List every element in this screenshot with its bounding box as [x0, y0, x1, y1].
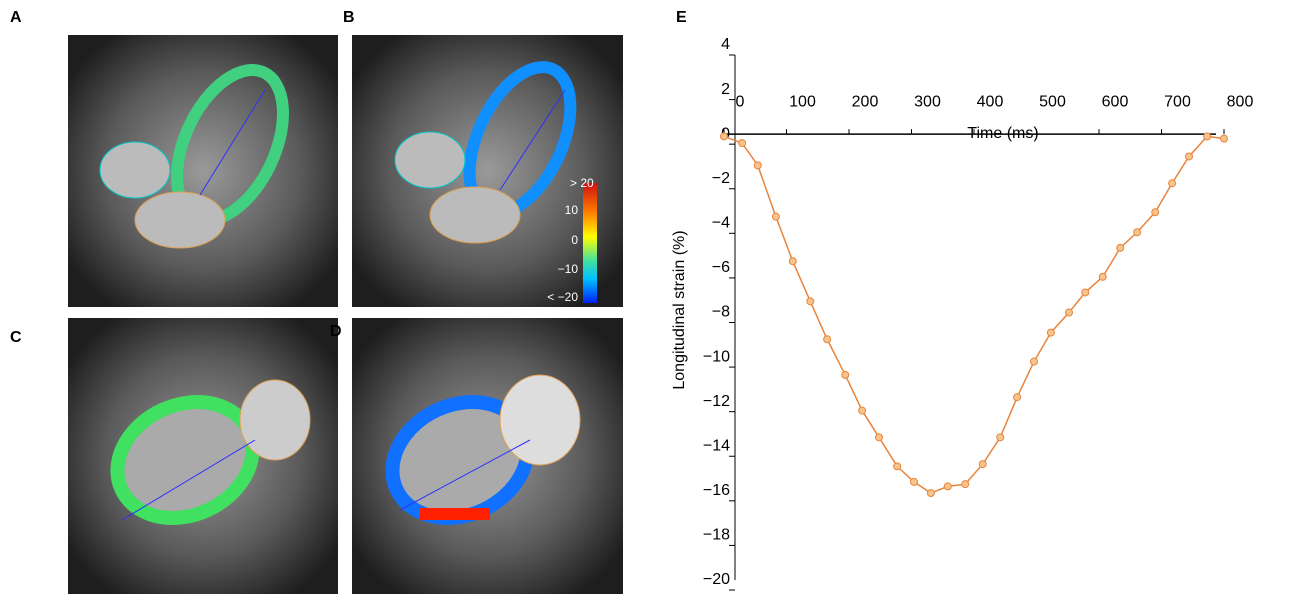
y-tick-label: −4: [712, 215, 730, 232]
point: [1185, 152, 1193, 161]
point: [841, 370, 850, 379]
point: [1220, 134, 1228, 143]
point: [1168, 179, 1177, 188]
y-tick-label: −2: [712, 170, 730, 187]
x-tick-label: 800: [1227, 93, 1254, 110]
y-tick-label: −16: [703, 482, 730, 499]
x-tick-label: 200: [852, 93, 879, 110]
point: [943, 482, 952, 491]
point: [858, 406, 867, 415]
point: [1030, 357, 1038, 366]
point: [823, 335, 832, 344]
y-tick-label: −8: [712, 304, 730, 321]
point: [1013, 393, 1022, 402]
point: [788, 257, 797, 266]
colorbar-label: > 20: [570, 176, 594, 190]
point: [978, 460, 987, 469]
point: [875, 433, 883, 442]
point: [1046, 328, 1055, 337]
mri-image: [352, 318, 623, 594]
point: [806, 297, 815, 306]
x-tick-label: 700: [1164, 93, 1191, 110]
point: [910, 477, 918, 486]
point: [753, 161, 762, 170]
point: [1116, 243, 1125, 252]
point: [1065, 308, 1073, 317]
point: [961, 480, 970, 489]
panel-label: A: [10, 9, 22, 26]
point: [1203, 132, 1212, 141]
point: [1133, 228, 1142, 237]
colorbar-label: 0: [571, 233, 578, 247]
point: [893, 462, 902, 471]
mri-image: [352, 35, 623, 307]
panel-label: B: [343, 9, 355, 26]
y-tick-label: −14: [703, 437, 730, 454]
point: [738, 139, 747, 148]
point: [926, 489, 935, 498]
y-tick-label: −20: [703, 571, 730, 588]
x-tick-label: 300: [914, 93, 941, 110]
point: [771, 212, 780, 221]
mri-image: [68, 318, 338, 594]
point: [720, 132, 728, 141]
point: [1081, 288, 1090, 297]
point: [996, 433, 1005, 442]
x-tick-label: 500: [1039, 93, 1066, 110]
panel-label: E: [676, 9, 687, 26]
line: [723, 135, 1225, 494]
x-tick-label: 100: [789, 93, 816, 110]
x-tick-label: 600: [1102, 93, 1129, 110]
mri-image: [68, 35, 338, 307]
point: [1098, 272, 1107, 281]
y-tick-label: 2: [721, 81, 730, 98]
colorbar-label: −10: [558, 262, 579, 276]
point: [1151, 208, 1160, 217]
y-tick-label: 4: [721, 36, 730, 53]
y-axis-label: Longitudinal strain (%): [671, 230, 688, 389]
colorbar-label: 10: [565, 203, 579, 217]
panel-label: C: [10, 329, 22, 346]
y-tick-label: −10: [703, 348, 730, 365]
y-tick-label: −12: [703, 393, 730, 410]
x-tick-label: 0: [736, 93, 745, 110]
x-tick-label: 400: [977, 93, 1004, 110]
colorbar-label: < −20: [547, 290, 578, 304]
panel-label: D: [330, 323, 342, 340]
y-tick-label: −6: [712, 259, 730, 276]
y-tick-label: −18: [703, 527, 730, 544]
